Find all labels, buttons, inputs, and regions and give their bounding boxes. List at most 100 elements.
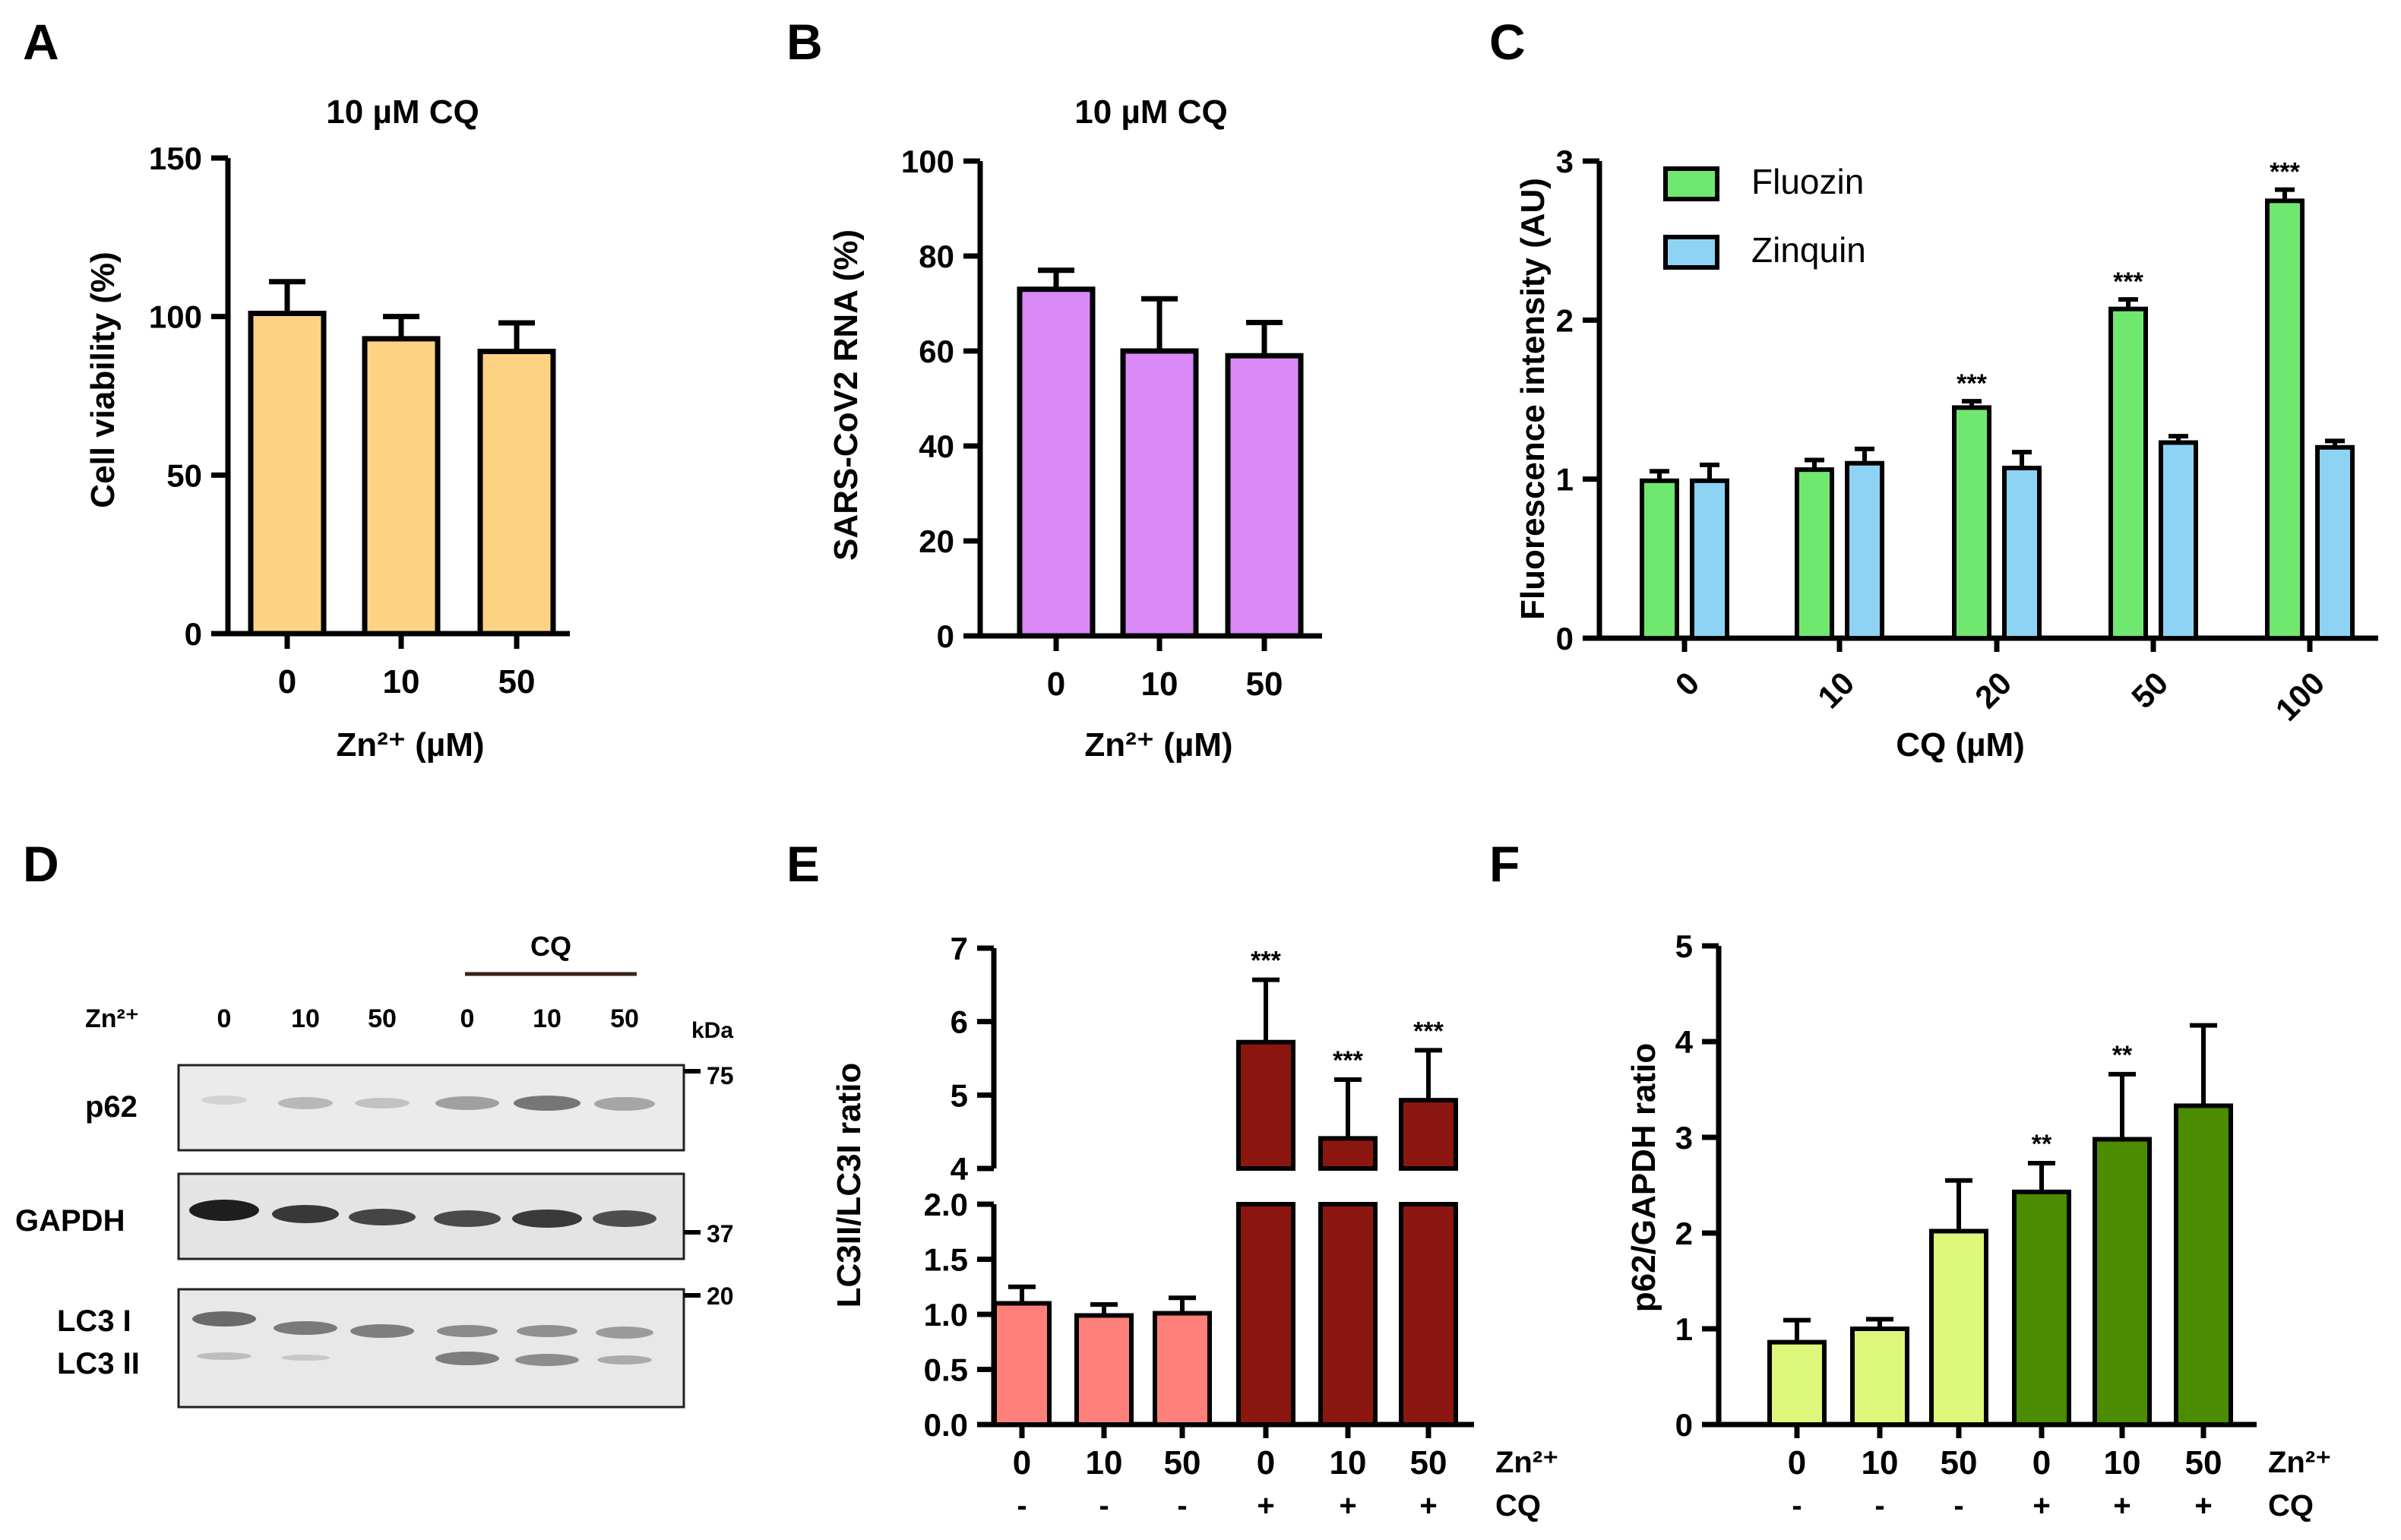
y-tick-label: 0 xyxy=(185,616,202,652)
x-tick-label: 0 xyxy=(1257,1444,1275,1481)
blot-band xyxy=(593,1210,656,1227)
x-tick-label: 0 xyxy=(2032,1444,2051,1481)
blot-band xyxy=(350,1324,414,1338)
bar xyxy=(1017,286,1096,639)
x-tick-label: 20 xyxy=(1968,665,2018,715)
blot-band xyxy=(597,1355,652,1364)
blot-kda-label: kDa xyxy=(691,1018,733,1043)
blot-band xyxy=(201,1096,247,1105)
bar xyxy=(2174,1103,2233,1428)
blot-lane-label: 0 xyxy=(460,1004,475,1033)
y-tick-label: 6 xyxy=(951,1004,968,1040)
y-tick-label: 100 xyxy=(149,299,202,335)
y-tick-label: 1.0 xyxy=(924,1297,968,1333)
blot-row-label: LC3 I xyxy=(57,1304,131,1338)
blot-band xyxy=(274,1321,337,1335)
y-tick-label: 60 xyxy=(919,334,954,369)
cq-sign: - xyxy=(1177,1489,1187,1523)
chart-f-row-label-zn: Zn²⁺ xyxy=(2268,1446,2331,1479)
x-tick-label: 50 xyxy=(1246,666,1283,703)
x-tick-label: 10 xyxy=(1330,1444,1367,1481)
y-tick-label: 0 xyxy=(1556,621,1574,656)
x-tick-label: 100 xyxy=(2269,665,2332,728)
x-tick-label: 0 xyxy=(1669,665,1707,703)
bar xyxy=(1767,1339,1827,1428)
significance-marker: *** xyxy=(1333,1046,1363,1075)
blot-lane-label: 0 xyxy=(217,1004,232,1033)
y-tick-label: 50 xyxy=(166,457,202,493)
blot-band xyxy=(189,1200,259,1221)
cq-sign: + xyxy=(2113,1489,2131,1523)
cq-sign: + xyxy=(2194,1489,2212,1523)
bar-fluozin xyxy=(2108,306,2148,640)
y-tick-label: 4 xyxy=(1675,1024,1694,1060)
blot-band xyxy=(517,1325,577,1337)
chart-e-row-label-cq: CQ xyxy=(1495,1489,1541,1523)
chart-b-xlabel: Zn²⁺ (µM) xyxy=(1084,726,1232,764)
blot-band xyxy=(512,1210,582,1228)
bar-fluozin xyxy=(2265,198,2305,641)
bar xyxy=(477,349,556,637)
bar-upper-segment xyxy=(1399,1098,1458,1171)
chart-a-ylabel: Cell viability (%) xyxy=(84,251,122,508)
blot-band xyxy=(594,1097,655,1111)
significance-marker: *** xyxy=(1251,947,1281,976)
blot-band xyxy=(278,1097,333,1109)
bar-fluozin xyxy=(1952,405,1991,640)
blot-zn-label: Zn²⁺ xyxy=(85,1004,139,1033)
blot-band xyxy=(197,1352,251,1360)
blot-lane-label: 10 xyxy=(291,1004,320,1033)
significance-marker: *** xyxy=(2113,267,2143,296)
x-tick-label: 10 xyxy=(1141,666,1178,703)
blot-marker-label: 75 xyxy=(707,1062,734,1089)
blot-lane-label: 10 xyxy=(533,1004,561,1033)
blot-band xyxy=(515,1354,579,1366)
chart-f: p62/GAPDH ratio Zn²⁺ CQ 0123450-10-50-**… xyxy=(1625,928,2331,1523)
blot-band xyxy=(437,1325,498,1337)
y-tick-label: 0.0 xyxy=(924,1407,968,1443)
y-tick-label: 20 xyxy=(919,523,954,559)
y-tick-label: 2 xyxy=(1675,1216,1693,1251)
blot-band xyxy=(349,1209,416,1225)
bar-zinquin xyxy=(1845,460,1884,640)
chart-f-ylabel: p62/GAPDH ratio xyxy=(1625,1043,1662,1313)
bar xyxy=(248,310,327,637)
blot-band xyxy=(435,1352,499,1365)
y-tick-label: 4 xyxy=(951,1151,969,1187)
x-tick-label: 10 xyxy=(2104,1444,2141,1481)
bar-zinquin xyxy=(2002,466,2042,640)
blot-row-label: GAPDH xyxy=(15,1204,125,1238)
bar-upper-segment xyxy=(1318,1136,1378,1172)
chart-b: 10 µM CQ SARS-CoV2 RNA (%) Zn²⁺ (µM) 0 20… xyxy=(827,93,1322,764)
y-tick-label: 5 xyxy=(951,1077,968,1113)
blot-marker-label: 20 xyxy=(707,1282,734,1310)
blot-row-label: p62 xyxy=(85,1090,138,1124)
y-tick-label: 1.5 xyxy=(924,1242,968,1278)
chart-e-ylabel: LC3II/LC3I ratio xyxy=(830,1063,868,1308)
blot-treatment-label: CQ xyxy=(530,931,571,962)
blot-band xyxy=(272,1205,339,1223)
chart-e: LC3II/LC3I ratio Zn²⁺ CQ 0.0 0.5 1.0 1.5 2.0… xyxy=(830,931,1558,1523)
bar-zinquin xyxy=(1690,478,1729,641)
bar xyxy=(1153,1311,1212,1428)
panel-label-e: E xyxy=(786,836,820,892)
x-tick-label: 50 xyxy=(2124,665,2175,715)
bar xyxy=(992,1301,1052,1427)
cq-sign: - xyxy=(1017,1489,1027,1523)
cq-sign: - xyxy=(1099,1489,1109,1523)
cq-sign: - xyxy=(1953,1489,1963,1523)
blot-lane-label: 50 xyxy=(368,1004,397,1033)
chart-f-row-label-cq: CQ xyxy=(2268,1489,2314,1523)
blot-band xyxy=(355,1098,410,1108)
panel-label-b: B xyxy=(786,14,823,70)
y-tick-label: 1 xyxy=(1675,1311,1693,1347)
chart-b-title: 10 µM CQ xyxy=(1074,93,1227,131)
y-tick-label: 1 xyxy=(1556,462,1574,498)
y-tick-label: 0 xyxy=(937,618,954,654)
x-tick-label: 50 xyxy=(1410,1444,1447,1481)
chart-c-ylabel: Fluorescence intensity (AU) xyxy=(1514,178,1552,620)
significance-marker: *** xyxy=(1413,1017,1444,1045)
y-tick-label: 150 xyxy=(149,141,202,176)
x-tick-label: 10 xyxy=(383,663,420,700)
